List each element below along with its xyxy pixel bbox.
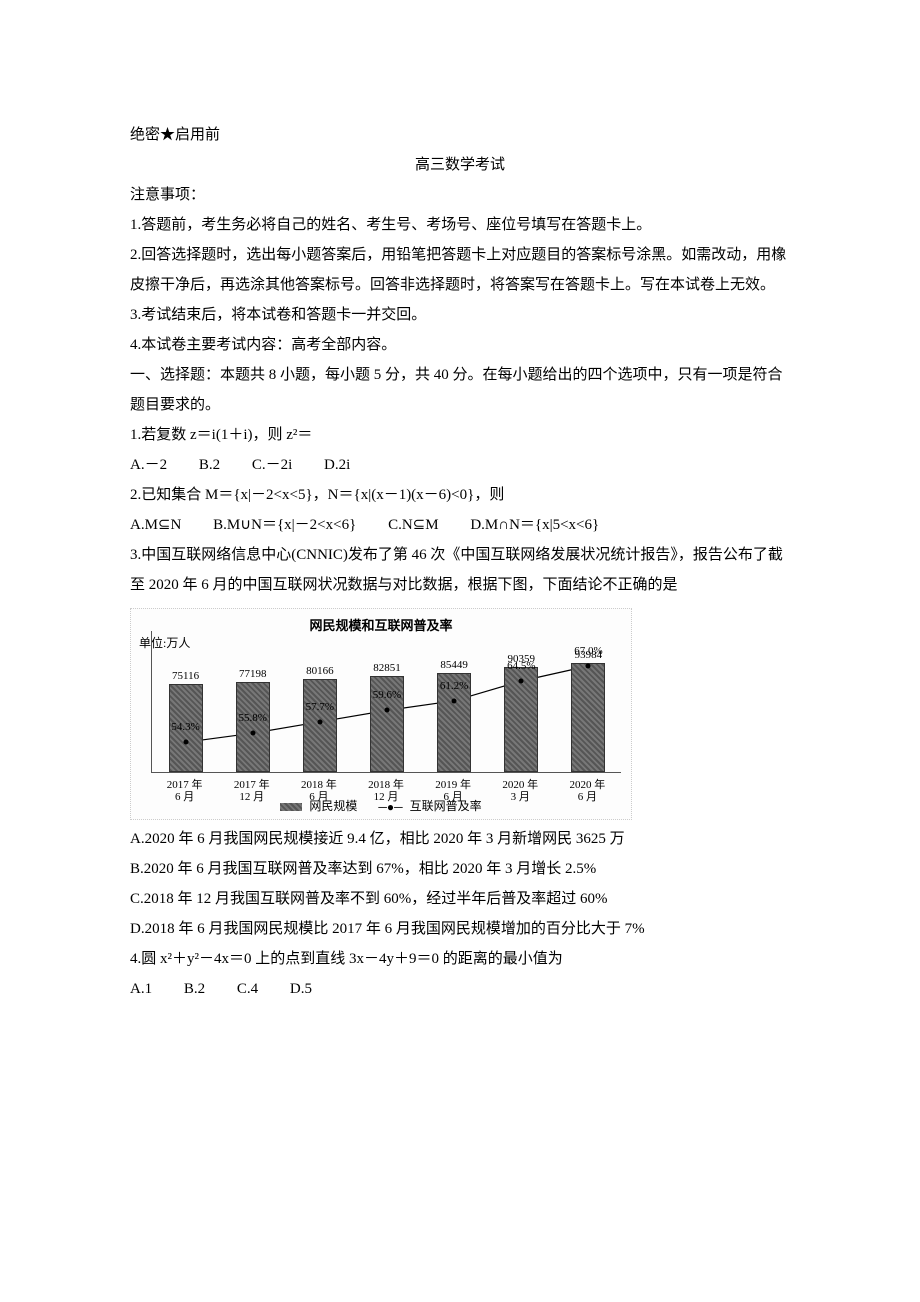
q2-opt-a: A.M⊆N	[130, 517, 181, 533]
bar-value-label: 77198	[232, 668, 274, 681]
exam-title: 高三数学考试	[130, 150, 790, 180]
q2-stem: 2.已知集合 M＝{x|－2<x<5}，N＝{x|(x－1)(x－6)<0}，则	[130, 480, 790, 510]
legend-line-label: 互联网普及率	[410, 799, 482, 813]
pct-marker	[250, 731, 255, 736]
q2-opt-c: C.N⊆M	[388, 517, 439, 533]
q2-options: A.M⊆N B.M∪N＝{x|－2<x<6} C.N⊆M D.M∩N＝{x|5<…	[130, 510, 790, 540]
notice-heading: 注意事项：	[130, 180, 790, 210]
q4-opt-d: D.5	[290, 981, 312, 997]
pct-label: 57.7%	[306, 696, 334, 718]
pct-label: 67.0%	[574, 640, 602, 662]
chart-legend: 网民规模 ─●─ 互联网普及率	[131, 794, 631, 819]
notice-1: 1.答题前，考生务必将自己的姓名、考生号、考场号、座位号填写在答题卡上。	[130, 210, 790, 240]
section-1-heading: 一、选择题：本题共 8 小题，每小题 5 分，共 40 分。在每小题给出的四个选…	[130, 360, 790, 420]
bar	[571, 663, 605, 772]
legend-bar-label: 网民规模	[309, 799, 357, 813]
q4-options: A.1 B.2 C.4 D.5	[130, 974, 790, 1004]
bar	[303, 679, 337, 772]
q2-opt-b: B.M∪N＝{x|－2<x<6}	[213, 517, 356, 533]
q3-opt-c: C.2018 年 12 月我国互联网普及率不到 60%，经过半年后普及率超过 6…	[130, 884, 790, 914]
q4-opt-a: A.1	[130, 981, 152, 997]
pct-label: 55.8%	[238, 707, 266, 729]
pct-label: 54.3%	[171, 716, 199, 738]
bar-slot: 82851	[366, 662, 408, 772]
pct-marker	[586, 664, 591, 669]
bar-value-label: 75116	[165, 670, 207, 683]
q1-opt-b: B.2	[199, 457, 220, 473]
q4-opt-c: C.4	[237, 981, 258, 997]
legend-bar-swatch	[280, 803, 302, 811]
bar-value-label: 82851	[366, 662, 408, 675]
bar-value-label: 80166	[299, 665, 341, 678]
q3-stem: 3.中国互联网络信息中心(CNNIC)发布了第 46 次《中国互联网络发展状况统…	[130, 540, 790, 600]
q1-opt-d: D.2i	[324, 457, 350, 473]
pct-label: 61.2%	[440, 675, 468, 697]
q1-options: A.－2 B.2 C.－2i D.2i	[130, 450, 790, 480]
pct-label: 64.5%	[507, 655, 535, 677]
q4-stem: 4.圆 x²＋y²－4x＝0 上的点到直线 3x－4y＋9＝0 的距离的最小值为	[130, 944, 790, 974]
pct-marker	[183, 740, 188, 745]
chart-plot-area: 75116 54.3% 77198 55.8% 80166 57.7% 82851 59.6%…	[151, 631, 621, 773]
pct-marker	[385, 708, 390, 713]
pct-marker	[452, 698, 457, 703]
pct-marker	[519, 679, 524, 684]
q3-chart: 网民规模和互联网普及率 单位:万人 7511654.3%7719855.8%80…	[130, 608, 790, 820]
pct-marker	[317, 719, 322, 724]
q1-opt-a: A.－2	[130, 457, 167, 473]
pct-label: 59.6%	[373, 684, 401, 706]
secrecy-label: 绝密★启用前	[130, 120, 790, 150]
q4-opt-b: B.2	[184, 981, 205, 997]
notice-2: 2.回答选择题时，选出每小题答案后，用铅笔把答题卡上对应题目的答案标号涂黑。如需…	[130, 240, 790, 300]
notice-4: 4.本试卷主要考试内容：高考全部内容。	[130, 330, 790, 360]
q3-opt-a: A.2020 年 6 月我国网民规模接近 9.4 亿，相比 2020 年 3 月…	[130, 824, 790, 854]
q1-stem: 1.若复数 z＝i(1＋i)，则 z²＝	[130, 420, 790, 450]
q1-opt-c: C.－2i	[252, 457, 292, 473]
q3-opt-d: D.2018 年 6 月我国网民规模比 2017 年 6 月我国网民规模增加的百…	[130, 914, 790, 944]
q3-opt-b: B.2020 年 6 月我国互联网普及率达到 67%，相比 2020 年 3 月…	[130, 854, 790, 884]
bar-value-label: 85449	[433, 659, 475, 672]
legend-line-swatch: ─●─	[378, 795, 402, 819]
notice-3: 3.考试结束后，将本试卷和答题卡一并交回。	[130, 300, 790, 330]
q2-opt-d: D.M∩N＝{x|5<x<6}	[470, 517, 599, 533]
